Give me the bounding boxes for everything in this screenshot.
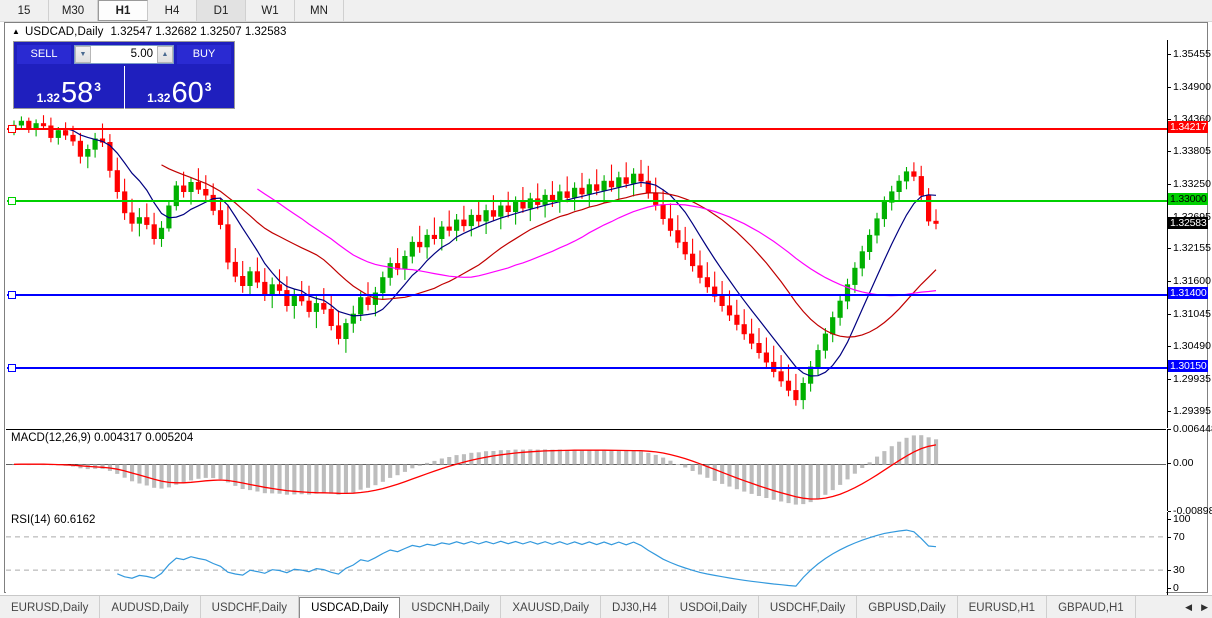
- macd-tick-0: 0.006448: [1168, 423, 1212, 435]
- price-tick-0: 1.35455: [1168, 48, 1211, 60]
- price-tick-10: 1.29935: [1168, 373, 1211, 385]
- chart-window: ▲ USDCAD,Daily 1.32547 1.32682 1.32507 1…: [4, 22, 1212, 610]
- buy-label: BUY: [192, 48, 216, 60]
- buy-price-fraction: 3: [204, 80, 212, 94]
- macd-indicator-pane[interactable]: MACD(12,26,9) 0.004317 0.005204: [6, 429, 1166, 513]
- sell-price-prefix: 1.32: [36, 91, 60, 105]
- rsi-indicator-pane[interactable]: RSI(14) 60.6162: [6, 512, 1166, 596]
- timeframe-button-d1[interactable]: D1: [197, 0, 246, 21]
- macd-tick-2: -0.008982: [1168, 505, 1212, 517]
- price-badge-1-30150[interactable]: 1.30150: [1168, 360, 1208, 373]
- timeframe-label: MN: [310, 4, 328, 17]
- timeframe-button-h1[interactable]: H1: [98, 0, 148, 21]
- rsi-tick-100: 100: [1168, 513, 1191, 525]
- price-tick-4: 1.33250: [1168, 178, 1211, 190]
- chart-tab-bar: EURUSD,Daily AUDUSD,Daily USDCHF,Daily USDC…: [0, 595, 1212, 618]
- timeframe-button-m15[interactable]: 15: [0, 0, 49, 21]
- price-tick-9: 1.30490: [1168, 340, 1211, 352]
- rsi-tick-70: 70: [1168, 531, 1185, 543]
- sell-price-cell[interactable]: 1.32 58 3: [14, 66, 124, 110]
- timeframe-label: W1: [261, 4, 279, 17]
- buy-price-cell[interactable]: 1.32 60 3: [123, 66, 235, 110]
- chart-tab-eurusd-daily[interactable]: EURUSD,Daily: [0, 596, 101, 618]
- chart-symbol-label: USDCAD,Daily: [25, 25, 104, 38]
- chart-tab-eurusd-h1[interactable]: EURUSD,H1: [957, 596, 1048, 618]
- price-tick-11: 1.29395: [1168, 405, 1211, 417]
- chart-tab-gbpusd-daily[interactable]: GBPUSD,Daily: [857, 596, 958, 618]
- chart-tab-usdcnh-daily[interactable]: USDCNH,Daily: [400, 596, 502, 618]
- macd-scale-axis[interactable]: 0.006448 0.00 -0.008982: [1167, 423, 1212, 517]
- one-click-trading-panel: SELL ▼ 5.00 ▲ BUY 1.32 58 3 1.32 60 3: [13, 41, 235, 110]
- chart-tab-gbpaud-h1[interactable]: GBPAUD,H1: [1047, 596, 1136, 618]
- chart-tab-xauusd-daily[interactable]: XAUUSD,Daily: [501, 596, 602, 618]
- chart-tab-usdcad-daily[interactable]: USDCAD,Daily: [299, 597, 401, 618]
- price-tick-7: 1.31600: [1168, 275, 1211, 287]
- level-handle-support-1[interactable]: [8, 290, 16, 299]
- buy-price-prefix: 1.32: [147, 91, 171, 105]
- level-line-pivot[interactable]: [7, 199, 1167, 202]
- buy-price-main: 60: [171, 77, 204, 109]
- chart-tab-usdoil-daily[interactable]: USDOil,Daily: [668, 596, 759, 618]
- candlestick-chart: [11, 115, 939, 410]
- timeframe-button-m30[interactable]: M30: [49, 0, 98, 21]
- chart-tab-usdchf-daily[interactable]: USDCHF,Daily: [200, 596, 300, 618]
- rsi-label: RSI(14) 60.6162: [11, 514, 96, 526]
- price-tick-3: 1.33805: [1168, 145, 1211, 157]
- price-tick-8: 1.31045: [1168, 308, 1211, 320]
- tab-scroll-left-icon[interactable]: ◀: [1185, 602, 1193, 612]
- price-scale-axis[interactable]: 1.354551.349001.343601.338051.332501.326…: [1167, 40, 1211, 428]
- quote-row: 1.32 58 3 1.32 60 3: [14, 66, 234, 110]
- price-badge-1-34217[interactable]: 1.34217: [1168, 121, 1208, 134]
- rsi-chart: [6, 529, 1166, 587]
- sell-button[interactable]: SELL: [17, 44, 71, 64]
- sell-label: SELL: [30, 48, 58, 60]
- timeframe-label: H4: [164, 4, 180, 17]
- level-line-resistance[interactable]: [7, 128, 1167, 131]
- volume-decrease-icon[interactable]: ▼: [75, 45, 91, 63]
- sell-price-fraction: 3: [94, 80, 101, 94]
- chart-tab-dj30-h4[interactable]: DJ30,H4: [601, 596, 669, 618]
- timeframe-toolbar: 15 M30 H1 H4 D1 W1 MN: [0, 0, 1212, 22]
- chart-titlebar: ▲ USDCAD,Daily 1.32547 1.32682 1.32507 1…: [5, 23, 1207, 40]
- trade-controls-row: SELL ▼ 5.00 ▲ BUY: [14, 42, 234, 66]
- chart-ohlc-values: 1.32547 1.32682 1.32507 1.32583: [110, 25, 287, 38]
- timeframe-button-w1[interactable]: W1: [246, 0, 295, 21]
- level-handle-resistance[interactable]: [8, 125, 16, 134]
- level-handle-pivot[interactable]: [8, 196, 16, 205]
- rsi-scale-axis[interactable]: 100 70 30 0: [1167, 512, 1207, 595]
- timeframe-label: H1: [115, 4, 131, 17]
- buy-button[interactable]: BUY: [177, 44, 231, 64]
- price-tick-1: 1.34900: [1168, 81, 1211, 93]
- timeframe-label: 15: [17, 4, 31, 17]
- tab-scroll-right-icon[interactable]: ▶: [1201, 602, 1208, 612]
- price-tick-6: 1.32155: [1168, 242, 1211, 254]
- macd-tick-1: 0.00: [1168, 457, 1193, 469]
- toolbar-empty-space: [344, 0, 1212, 21]
- rsi-tick-30: 30: [1168, 564, 1185, 576]
- chart-tab-audusd-daily[interactable]: AUDUSD,Daily: [100, 596, 201, 618]
- timeframe-label: M30: [61, 4, 85, 17]
- price-badge-1-31400[interactable]: 1.31400: [1168, 286, 1208, 299]
- volume-stepper[interactable]: ▼ 5.00 ▲: [74, 44, 174, 64]
- price-badge-1-32583[interactable]: 1.32583: [1168, 217, 1208, 230]
- rsi-tick-0: 0: [1168, 582, 1179, 594]
- collapse-triangle-icon[interactable]: ▲: [12, 27, 20, 36]
- macd-label: MACD(12,26,9) 0.004317 0.005204: [11, 432, 194, 444]
- level-handle-support-2[interactable]: [8, 364, 16, 373]
- volume-value[interactable]: 5.00: [91, 45, 157, 63]
- sell-price-main: 58: [60, 77, 94, 109]
- timeframe-label: D1: [213, 4, 229, 17]
- chart-tab-usdchf-daily[interactable]: USDCHF,Daily: [758, 596, 858, 618]
- tab-scroll-controls: ◀ ▶: [1181, 596, 1212, 618]
- price-badge-1-33000[interactable]: 1.33000: [1168, 192, 1208, 205]
- macd-chart: [6, 435, 1166, 505]
- level-line-support-2[interactable]: [7, 367, 1167, 370]
- timeframe-button-mn[interactable]: MN: [295, 0, 344, 21]
- level-line-support-1[interactable]: [7, 293, 1167, 296]
- volume-increase-icon[interactable]: ▲: [157, 45, 173, 63]
- timeframe-button-h4[interactable]: H4: [148, 0, 197, 21]
